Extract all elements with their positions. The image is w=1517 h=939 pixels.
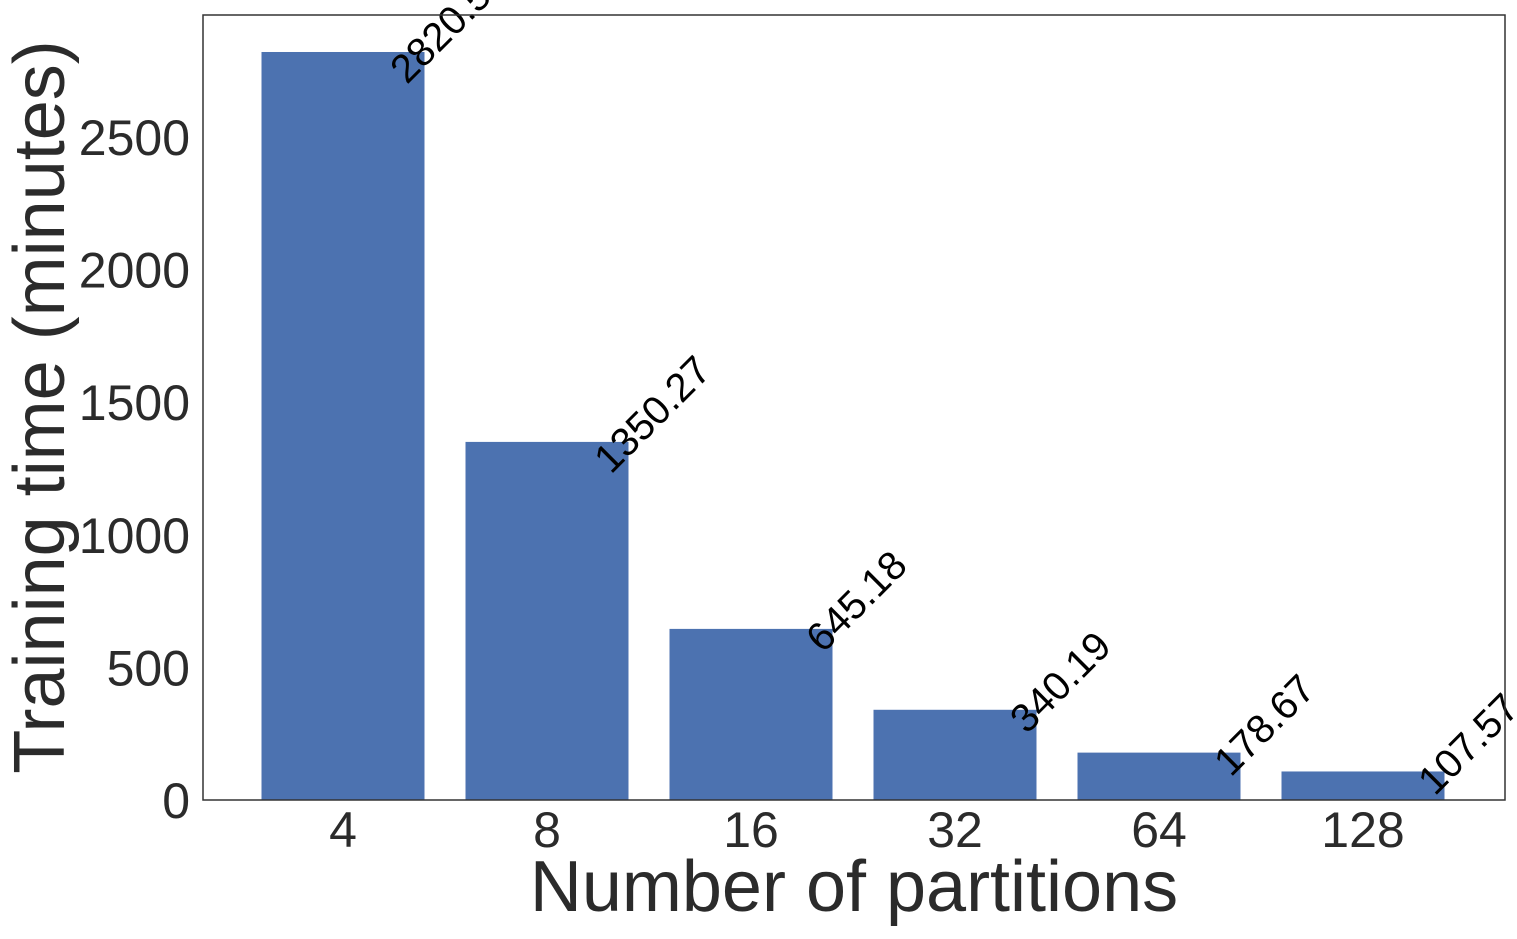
y-tick-label-2000: 2000	[79, 243, 190, 299]
x-axis-label: Number of partitions	[530, 847, 1178, 927]
plot-frame	[202, 14, 1506, 801]
value-label-128: 107.57	[1410, 685, 1517, 803]
y-axis-ticks: 0 500 1000 1500 2000 2500	[79, 110, 190, 829]
y-tick-label-2500: 2500	[79, 110, 190, 166]
x-tick-label-4: 4	[329, 802, 357, 858]
x-tick-label-32: 32	[927, 802, 983, 858]
bar-8	[465, 441, 629, 800]
x-axis-ticks: 4 8 16 32 64 128	[329, 802, 1405, 858]
y-tick-label-1000: 1000	[79, 508, 190, 564]
bar-16	[669, 628, 833, 800]
y-tick-label-1500: 1500	[79, 375, 190, 431]
x-tick-label-128: 128	[1321, 802, 1404, 858]
bar-64	[1077, 752, 1241, 800]
x-tick-label-64: 64	[1131, 802, 1187, 858]
y-axis-label: Training time (minutes)	[0, 40, 80, 774]
y-tick-label-0: 0	[162, 773, 190, 829]
x-tick-label-16: 16	[723, 802, 779, 858]
bar-4	[261, 51, 425, 801]
y-tick-label-500: 500	[107, 640, 190, 696]
value-label-8: 1350.27	[586, 348, 719, 481]
bar-128	[1281, 771, 1445, 800]
value-label-64: 178.67	[1206, 667, 1324, 785]
bars	[261, 51, 1445, 801]
value-label-32: 340.19	[1002, 624, 1120, 742]
value-label-16: 645.18	[798, 543, 916, 661]
x-tick-label-8: 8	[533, 802, 561, 858]
bar-32	[873, 709, 1037, 800]
value-label-4: 2820.51	[382, 0, 515, 91]
